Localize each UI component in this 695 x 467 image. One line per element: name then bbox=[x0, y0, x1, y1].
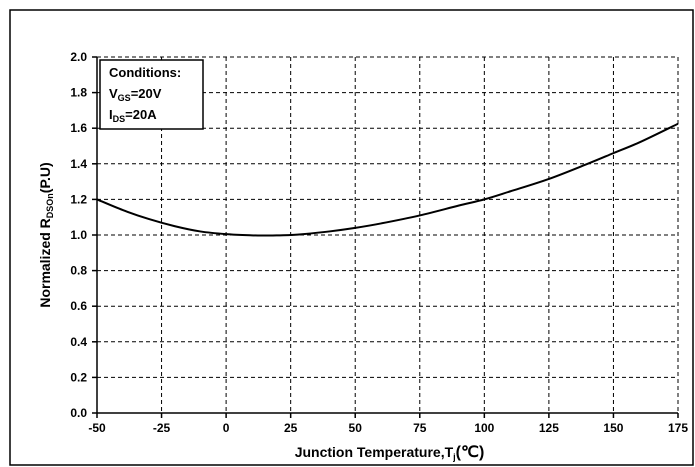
axis-titles: Junction Temperature,Tj(℃) Normalized RDS… bbox=[37, 162, 484, 462]
conditions-box-frame bbox=[99, 59, 204, 130]
condition-line: VGS=20V bbox=[109, 86, 162, 103]
y-tick-label: 1.2 bbox=[70, 192, 87, 206]
x-tick-label: 150 bbox=[603, 421, 623, 435]
y-axis-title: Normalized RDSOn(P.U) bbox=[37, 162, 55, 307]
x-tick-label: 0 bbox=[223, 421, 230, 435]
ticks: -50 -25 0 25 50 75 100 125 150 175 0.0 0.2 0.4 0.6 0.8… bbox=[70, 50, 688, 435]
x-tick-label: 175 bbox=[668, 421, 688, 435]
x-axis-title: Junction Temperature,Tj(℃) bbox=[295, 444, 485, 462]
y-tick-label: 1.0 bbox=[70, 228, 87, 242]
condition-line: IDS=20A bbox=[109, 107, 157, 124]
rdson-curve bbox=[96, 122, 679, 237]
conditions-title: Conditions: bbox=[109, 65, 181, 80]
x-tick-label: 25 bbox=[284, 421, 298, 435]
x-tick-label: -25 bbox=[153, 421, 171, 435]
y-tick-label: 2.0 bbox=[70, 50, 87, 64]
x-tick-label: 125 bbox=[539, 421, 559, 435]
y-tick-label: 0.8 bbox=[70, 264, 87, 278]
y-tick-label: 1.8 bbox=[70, 86, 87, 100]
y-tick-label: 1.4 bbox=[70, 157, 87, 171]
series-layer bbox=[96, 122, 679, 237]
grid bbox=[97, 56, 679, 413]
x-tick-label: 100 bbox=[474, 421, 494, 435]
y-tick-label: 0.6 bbox=[70, 299, 87, 313]
x-tick-label: 75 bbox=[413, 421, 427, 435]
x-tick-label: 50 bbox=[349, 421, 363, 435]
y-tick-label: 0.2 bbox=[70, 370, 87, 384]
x-tick-label: -50 bbox=[88, 421, 106, 435]
y-tick-label: 0.4 bbox=[70, 335, 87, 349]
y-tick-label: 1.6 bbox=[70, 121, 87, 135]
y-tick-label: 0.0 bbox=[70, 406, 87, 420]
conditions-box: Conditions: VGS=20V IDS=20A bbox=[99, 59, 204, 130]
